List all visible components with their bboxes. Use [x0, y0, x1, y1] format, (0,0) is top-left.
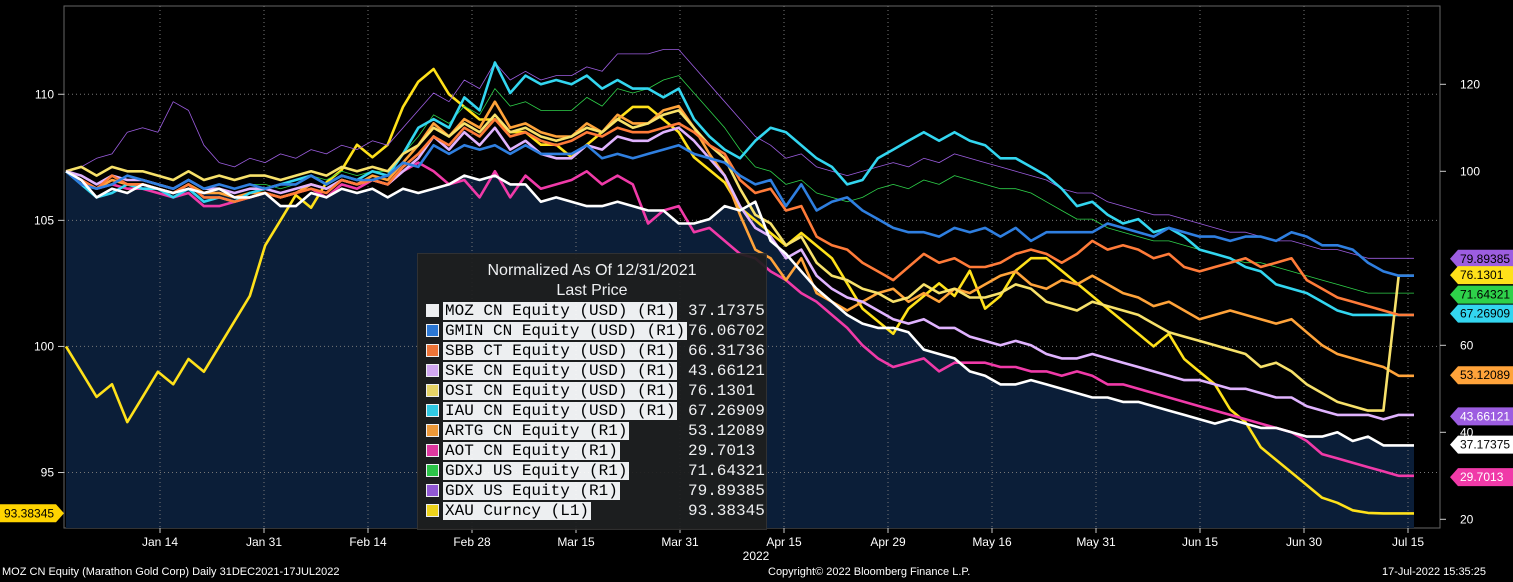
- left-tick-label: 100: [34, 339, 54, 353]
- legend-series-name: SKE CN Equity (USD) (R1): [443, 362, 678, 380]
- legend-series-name: SBB CT Equity (USD) (R1): [443, 342, 678, 360]
- right-value-marker-label: 43.66121: [1460, 409, 1510, 423]
- legend-swatch: [426, 304, 439, 318]
- legend-item: GDXJ US Equity (R1) 71.64321: [426, 462, 765, 482]
- legend: Normalized As Of 12/31/2021 Last Price M…: [417, 253, 767, 530]
- right-value-marker: [1450, 285, 1513, 304]
- x-tick-label: Mar 15: [557, 535, 595, 549]
- legend-series-value: 53.12089: [688, 422, 765, 440]
- series-line: [65, 75, 1414, 294]
- right-value-marker: [1450, 266, 1513, 285]
- right-value-marker: [1450, 435, 1513, 454]
- x-tick-label: May 16: [972, 535, 1012, 549]
- legend-swatch: [426, 384, 439, 398]
- legend-item: SBB CT Equity (USD) (R1) 66.31736: [426, 342, 765, 362]
- legend-series-name: IAU CN Equity (USD) (R1): [443, 402, 678, 420]
- legend-item: GDX US Equity (R1) 79.89385: [426, 482, 765, 502]
- legend-series-name: GDXJ US Equity (R1): [443, 462, 630, 480]
- right-value-marker-label: 53.12089: [1460, 368, 1510, 382]
- right-value-marker-label: 37.17375: [1460, 438, 1510, 452]
- footer-copyright: Copyright© 2022 Bloomberg Finance L.P.: [768, 566, 971, 578]
- series-line: [65, 109, 1414, 412]
- right-value-marker-label: 79.89385: [1460, 252, 1510, 266]
- right-tick-label: 20: [1460, 512, 1474, 526]
- legend-item: MOZ CN Equity (USD) (R1) 37.17375: [426, 302, 765, 322]
- legend-series-value: 79.89385: [688, 482, 765, 500]
- series-line: [65, 61, 1414, 317]
- series-line: [65, 126, 1414, 421]
- legend-swatch: [426, 484, 439, 498]
- left-value-marker-label: 93.38345: [4, 506, 54, 520]
- x-tick-label: Jun 30: [1286, 535, 1322, 549]
- right-value-marker: [1450, 366, 1513, 385]
- x-tick-label: Jan 14: [142, 535, 178, 549]
- legend-series-value: 76.06702: [688, 322, 765, 340]
- legend-series-value: 29.7013: [688, 442, 756, 460]
- legend-swatch: [426, 464, 439, 478]
- footer-security-label: MOZ CN Equity (Marathon Gold Corp) Daily…: [2, 566, 340, 578]
- footer-timestamp: 17-Jul-2022 15:35:25: [1382, 566, 1486, 578]
- legend-series-name: OSI CN Equity (USD) (R1): [443, 382, 678, 400]
- x-year-label: 2022: [743, 549, 770, 563]
- right-value-marker: [1450, 468, 1513, 487]
- legend-series-name: XAU Curncy (L1): [443, 502, 592, 520]
- left-value-marker: [0, 504, 64, 523]
- right-value-marker-label: 67.26909: [1460, 307, 1510, 321]
- series-line: [65, 143, 1414, 277]
- legend-series-value: 43.66121: [688, 362, 765, 380]
- legend-swatch: [426, 444, 439, 458]
- x-tick-label: Apr 29: [870, 535, 906, 549]
- x-tick-label: Apr 15: [766, 535, 802, 549]
- legend-item: GMIN CN Equity (USD) (R1) 76.06702: [426, 322, 765, 342]
- legend-series-name: AOT CN Equity (R1): [443, 442, 620, 460]
- legend-swatch: [426, 324, 439, 338]
- legend-series-value: 93.38345: [688, 502, 765, 520]
- left-tick-label: 95: [41, 466, 55, 480]
- legend-item: XAU Curncy (L1) 93.38345: [426, 502, 765, 522]
- legend-title: Normalized As Of 12/31/2021: [487, 262, 697, 279]
- x-tick-label: Jul 15: [1392, 535, 1424, 549]
- right-tick-label: 100: [1460, 164, 1480, 178]
- x-tick-label: Feb 14: [349, 535, 387, 549]
- right-tick-label: 60: [1460, 338, 1474, 352]
- legend-item: IAU CN Equity (USD) (R1) 67.26909: [426, 402, 765, 422]
- right-value-marker-label: 76.1301: [1460, 268, 1504, 282]
- right-value-marker: [1450, 407, 1513, 426]
- legend-series-name: GMIN CN Equity (USD) (R1): [443, 322, 688, 340]
- right-value-marker-label: 29.7013: [1460, 470, 1504, 484]
- legend-series-name: GDX US Equity (R1): [443, 482, 620, 500]
- legend-subtitle: Last Price: [556, 282, 628, 299]
- legend-item: OSI CN Equity (USD) (R1) 76.1301: [426, 382, 755, 402]
- x-tick-label: Feb 28: [453, 535, 491, 549]
- right-value-marker-label: 71.64321: [1460, 288, 1510, 302]
- legend-series-value: 66.31736: [688, 342, 765, 360]
- series-line: [65, 170, 1414, 447]
- legend-swatch: [426, 424, 439, 438]
- legend-swatch: [426, 404, 439, 418]
- legend-swatch: [426, 344, 439, 358]
- legend-swatch: [426, 504, 439, 518]
- legend-series-name: MOZ CN Equity (USD) (R1): [443, 302, 678, 320]
- legend-series-value: 76.1301: [688, 382, 756, 400]
- x-tick-label: Jun 15: [1182, 535, 1218, 549]
- right-value-marker: [1450, 304, 1513, 323]
- x-tick-label: Mar 31: [661, 535, 699, 549]
- legend-item: SKE CN Equity (USD) (R1) 43.66121: [426, 362, 765, 382]
- series-line: [65, 49, 1414, 259]
- legend-item: ARTG CN Equity (R1) 53.12089: [426, 422, 765, 442]
- x-tick-label: Jan 31: [246, 535, 282, 549]
- right-value-marker: [1450, 249, 1513, 268]
- legend-swatch: [426, 364, 439, 378]
- legend-series-value: 37.17375: [688, 302, 765, 320]
- series-line: [65, 117, 1414, 317]
- left-tick-label: 105: [34, 213, 54, 227]
- legend-series-value: 67.26909: [688, 402, 765, 420]
- legend-series-name: ARTG CN Equity (R1): [443, 422, 630, 440]
- x-tick-label: May 31: [1076, 535, 1116, 549]
- legend-series-value: 71.64321: [688, 462, 765, 480]
- legend-item: AOT CN Equity (R1) 29.7013: [426, 442, 755, 462]
- left-tick-label: 110: [35, 87, 54, 101]
- right-tick-label: 120: [1460, 77, 1480, 91]
